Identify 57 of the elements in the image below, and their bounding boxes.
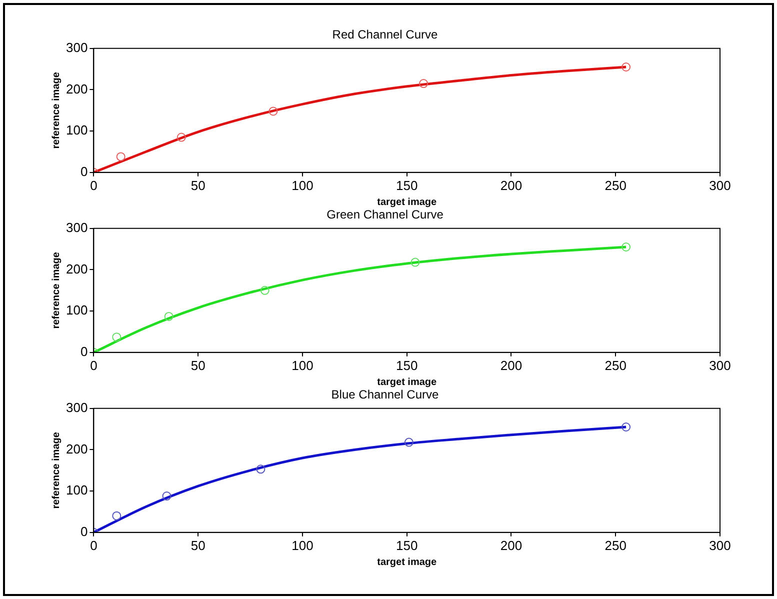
x-tick-label: 300 (709, 178, 731, 193)
y-tick-label: 100 (66, 482, 88, 498)
x-tick-label: 100 (292, 358, 314, 373)
x-tick-label: 0 (90, 538, 98, 553)
x-tick-label: 150 (396, 538, 418, 553)
x-tick-label: 50 (190, 178, 206, 193)
x-axis-title: target image (377, 196, 438, 208)
chart-title: Blue Channel Curve (331, 388, 440, 402)
x-tick-label: 100 (292, 178, 314, 193)
y-tick-label: 100 (66, 302, 88, 318)
point (112, 511, 122, 520)
x-tick-label: 300 (709, 538, 731, 553)
y-tick-label: 0 (80, 344, 88, 359)
chart-title: Red Channel Curve (332, 28, 438, 42)
y-tick-label: 0 (80, 164, 88, 179)
y-tick-label: 200 (66, 261, 88, 276)
y-tick-label: 0 (80, 524, 88, 539)
x-tick-label: 300 (709, 358, 731, 373)
point (260, 286, 270, 295)
point (164, 312, 174, 321)
x-tick-label: 0 (90, 358, 98, 373)
y-tick-label: 200 (66, 441, 88, 456)
y-axis-title: reference image (50, 432, 62, 509)
point (622, 62, 631, 72)
point (419, 79, 428, 88)
point (404, 438, 414, 447)
point (410, 258, 420, 267)
y-tick-label: 300 (66, 400, 88, 415)
x-tick-label: 50 (190, 538, 206, 553)
y-tick-label: 200 (66, 81, 88, 96)
point (622, 422, 631, 432)
y-tick-label: 300 (66, 40, 88, 55)
point (162, 492, 172, 501)
x-tick-label: 250 (604, 178, 626, 193)
x-tick-label: 200 (500, 358, 522, 373)
x-tick-label: 250 (604, 538, 626, 553)
y-tick-label: 100 (66, 122, 88, 138)
point (268, 106, 278, 116)
point (622, 242, 631, 252)
point (176, 132, 186, 142)
x-axis-title: target image (377, 376, 438, 388)
x-tick-label: 200 (500, 538, 522, 553)
x-tick-label: 100 (292, 538, 314, 553)
y-axis-title: reference image (50, 72, 62, 149)
point (112, 332, 122, 342)
y-tick-label: 300 (66, 220, 88, 235)
x-tick-label: 200 (500, 178, 522, 193)
x-tick-label: 150 (396, 178, 418, 193)
x-tick-label: 150 (396, 358, 418, 373)
y-axis-title: reference image (50, 252, 62, 329)
x-tick-label: 0 (90, 178, 98, 193)
chart-title: Green Channel Curve (326, 208, 444, 222)
x-tick-label: 50 (190, 358, 206, 373)
x-tick-label: 250 (604, 358, 626, 373)
x-axis-title: target image (377, 556, 438, 568)
point (256, 464, 266, 474)
point (116, 152, 126, 162)
